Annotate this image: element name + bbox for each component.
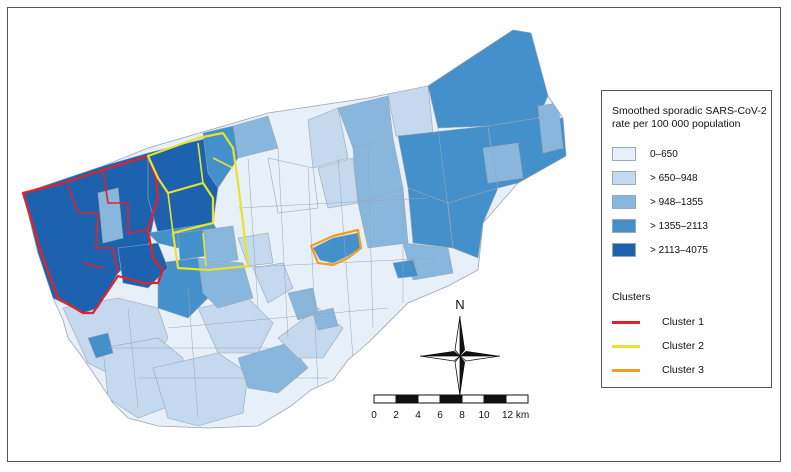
toronto-choropleth-map: N 0 2 4 6 8 10 12 km xyxy=(21,29,567,429)
neighbourhood-area xyxy=(202,225,239,264)
scale-tick-label: 2 xyxy=(393,410,399,421)
scale-tick-label: 8 xyxy=(459,410,465,421)
scale-tick-label: 10 xyxy=(478,410,490,421)
legend-class-row: > 1355–2113 xyxy=(612,218,708,234)
legend-swatch xyxy=(612,195,636,209)
legend-class-row: > 650–948 xyxy=(612,170,698,186)
legend-title: Smoothed sporadic SARS-CoV-2 rate per 10… xyxy=(612,105,770,131)
north-label: N xyxy=(455,297,464,312)
scale-tick-label: 4 xyxy=(415,410,421,421)
neighbourhood-area xyxy=(252,262,294,304)
neighbourhood-area xyxy=(427,30,549,129)
scale-tick-label: 12 km xyxy=(502,410,529,421)
map-frame: N 0 2 4 6 8 10 12 km Smoothed sporadic S… xyxy=(7,7,781,462)
legend-class-label: > 2113–4075 xyxy=(650,244,708,256)
cluster-label: Cluster 2 xyxy=(662,340,705,352)
neighbourhood-area xyxy=(537,102,564,154)
neighbourhood-area xyxy=(482,142,524,184)
north-arrow xyxy=(419,315,501,397)
neighbourhood-area xyxy=(157,257,214,319)
cluster-1-outline xyxy=(21,154,165,315)
legend-class-label: > 1355–2113 xyxy=(650,220,708,232)
legend-swatch xyxy=(612,171,636,185)
cluster-legend-row: Cluster 3 xyxy=(612,363,704,377)
legend-title-line: Smoothed sporadic SARS-CoV-2 xyxy=(612,105,767,117)
legend-class-label: > 948–1355 xyxy=(650,196,704,208)
legend-title-line: rate per 100 000 population xyxy=(612,118,741,130)
cluster-line-swatch xyxy=(612,320,640,324)
legend-class-label: > 650–948 xyxy=(650,172,698,184)
neighbourhood-area xyxy=(312,307,339,331)
legend-class-row: > 948–1355 xyxy=(612,194,703,210)
neighbourhood-area xyxy=(87,332,114,359)
legend-swatch xyxy=(612,147,636,161)
neighbourhood-area xyxy=(177,229,207,261)
cluster-line-swatch xyxy=(612,368,640,372)
cluster-label: Cluster 1 xyxy=(662,316,705,328)
legend-swatch xyxy=(612,243,636,257)
neighbourhood-area xyxy=(97,187,124,244)
cluster-3-outline xyxy=(309,228,363,267)
legend-class-row: 0–650 xyxy=(612,146,678,162)
legend-class-label: 0–650 xyxy=(650,148,678,160)
clusters-title: Clusters xyxy=(612,291,651,303)
cluster-legend-row: Cluster 1 xyxy=(612,315,704,329)
scale-tick-label: 6 xyxy=(437,410,443,421)
map-legend: Smoothed sporadic SARS-CoV-2 rate per 10… xyxy=(601,90,772,388)
legend-class-row: > 2113–4075 xyxy=(612,242,708,258)
cluster-label: Cluster 3 xyxy=(662,364,705,376)
scale-tick-label: 0 xyxy=(371,410,377,421)
legend-swatch xyxy=(612,219,636,233)
neighbourhood-area xyxy=(307,107,349,169)
neighbourhood-area xyxy=(392,259,419,279)
neighbourhood-area xyxy=(237,342,309,394)
cluster-2-outline xyxy=(146,131,250,272)
scale-ticks: 0 2 4 6 8 10 12 km xyxy=(371,410,529,421)
scale-bar xyxy=(373,394,529,404)
neighbourhood-area xyxy=(387,85,434,137)
cluster-legend-row: Cluster 2 xyxy=(612,339,704,353)
cluster-line-swatch xyxy=(612,344,640,348)
